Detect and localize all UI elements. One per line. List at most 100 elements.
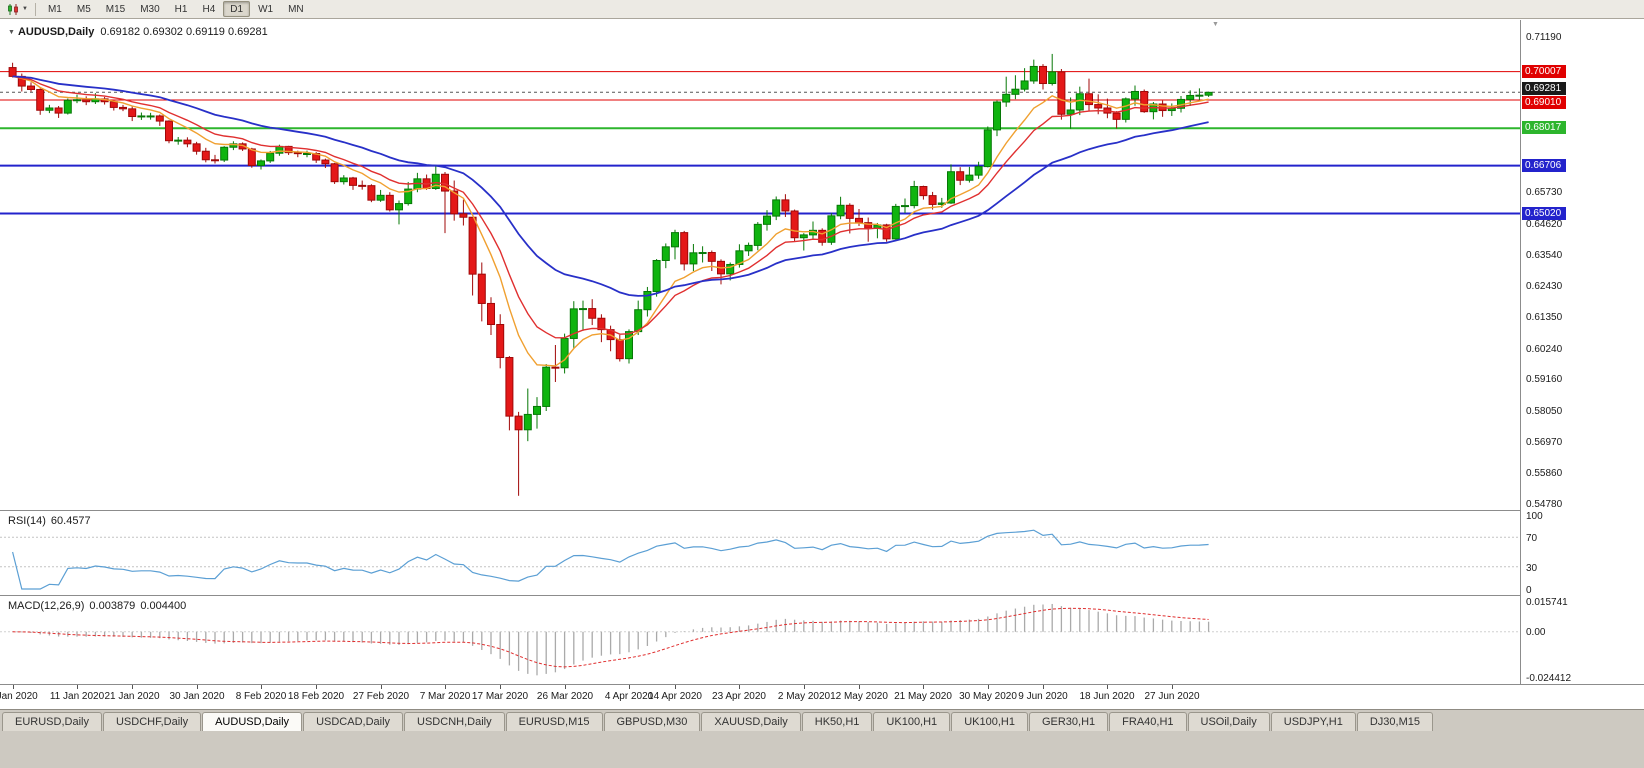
candle-body: [1075, 93, 1084, 111]
time-axis-label: 26 Mar 2020: [536, 691, 594, 702]
candle-body: [487, 302, 495, 326]
macd-pane-canvas[interactable]: [0, 596, 1520, 684]
candle-body: [477, 273, 486, 304]
candle-body: [257, 160, 265, 166]
chart-tab-uk100-h1[interactable]: UK100,H1: [951, 712, 1028, 731]
timeframe-button-w1[interactable]: W1: [258, 4, 274, 15]
candle-body: [505, 357, 514, 417]
chart-tab-gbpusd-m30[interactable]: GBPUSD,M30: [603, 712, 701, 731]
candle-body: [744, 244, 753, 252]
time-axis-tick: [1172, 685, 1173, 689]
candle-body: [247, 148, 256, 166]
candle-body: [661, 246, 670, 261]
macd-signal-line: [12, 607, 1209, 668]
candle-body: [818, 229, 827, 243]
price-axis-label: 0.71190: [1526, 31, 1562, 43]
chart-tab-usdcnh-daily[interactable]: USDCNH,Daily: [404, 712, 505, 731]
candle-body: [910, 186, 919, 207]
chart-tab-usdcad-daily[interactable]: USDCAD,Daily: [303, 712, 404, 731]
candle-body: [965, 174, 974, 181]
candle-body: [201, 150, 210, 161]
candle-body: [560, 337, 569, 369]
chart-tab-ger30-h1[interactable]: GER30,H1: [1028, 712, 1109, 731]
candle-body: [1057, 71, 1066, 115]
candle-body: [882, 224, 891, 240]
time-axis-label: 21 May 2020: [894, 691, 952, 702]
time-axis-label: 30 Jan 2020: [169, 691, 225, 702]
chart-tab-usoil-daily[interactable]: USOil,Daily: [1187, 712, 1270, 731]
candle-body: [339, 177, 348, 183]
chart-tab-usdjpy-h1[interactable]: USDJPY,H1: [1270, 712, 1356, 731]
time-axis-label: 11 Jan 2020: [49, 691, 105, 702]
candle-body: [579, 308, 587, 311]
timeframe-button-m30[interactable]: M30: [140, 4, 160, 15]
pane-splitter: [0, 684, 1644, 685]
candle-body: [321, 159, 330, 165]
main-chart-canvas[interactable]: [0, 20, 1520, 510]
chart-type-button[interactable]: ▼: [3, 1, 32, 18]
chart-tab-usdchf-daily[interactable]: USDCHF,Daily: [102, 712, 202, 731]
price-axis-label: 0.56970: [1526, 436, 1563, 448]
time-axis-label: 27 Jun 2020: [1144, 691, 1200, 702]
chart-tab-audusd-daily[interactable]: AUDUSD,Daily: [202, 712, 303, 731]
timeframe-button-m15[interactable]: M15: [105, 4, 126, 15]
timeframe-button-d1[interactable]: D1: [223, 1, 251, 17]
timeframe-button-h1[interactable]: H1: [174, 4, 188, 15]
price-badge: 0.70007: [1522, 64, 1566, 78]
candle-body: [1140, 90, 1149, 113]
pane-splitter[interactable]: [0, 510, 1644, 511]
time-axis-tick: [988, 685, 989, 689]
candle-body: [735, 250, 744, 265]
macd-main-value: 0.003879: [89, 600, 136, 612]
candle-body: [947, 171, 955, 204]
rsi-label: RSI(14): [8, 515, 46, 527]
chart-tab-dj30-m15[interactable]: DJ30,M15: [1356, 712, 1433, 731]
price-axis[interactable]: 0.71190 0.65730 0.64620 0.63540 0.62430 0.613…: [1520, 20, 1644, 684]
symbol-dropdown-icon[interactable]: ▼: [8, 29, 15, 36]
candle-body: [293, 152, 302, 155]
candle-body: [836, 204, 845, 217]
pane-splitter[interactable]: [0, 595, 1644, 596]
candle-body: [1039, 65, 1047, 85]
price-axis-label: 0.61350: [1526, 311, 1563, 323]
candlestick-chart-icon: [8, 3, 18, 15]
candle-body: [358, 184, 367, 187]
time-axis-tick: [629, 685, 630, 689]
chart-tab-uk100-h1[interactable]: UK100,H1: [873, 712, 951, 731]
candle-body: [431, 173, 440, 190]
timeframe-button-m5[interactable]: M5: [76, 4, 91, 15]
time-axis-label: 23 Apr 2020: [712, 691, 766, 702]
timeframe-button-m1[interactable]: M1: [47, 4, 62, 15]
timeframe-button-mn[interactable]: MN: [288, 4, 304, 15]
price-badge: 0.68017: [1522, 121, 1566, 135]
chart-tab-eurusd-daily[interactable]: EURUSD,Daily: [2, 712, 102, 731]
time-axis-tick: [739, 685, 740, 689]
timeframe-button-h4[interactable]: H4: [202, 4, 216, 15]
chart-tab-xauusd-daily[interactable]: XAUUSD,Daily: [701, 712, 801, 731]
candle-body: [395, 203, 403, 211]
candle-body: [974, 166, 983, 176]
chart-tab-eurusd-m15[interactable]: EURUSD,M15: [505, 712, 603, 731]
rsi-axis-label: 100: [1526, 511, 1543, 522]
candle-body: [468, 216, 477, 275]
chart-tab-fra40-h1[interactable]: FRA40,H1: [1109, 712, 1187, 731]
price-axis-label: 0.55860: [1526, 468, 1563, 480]
ohlc-values: 0.69182 0.69302 0.69119 0.69281: [100, 26, 268, 38]
candle-body: [82, 99, 91, 103]
macd-signal-value: 0.004400: [140, 600, 187, 612]
chart-tab-hk50-h1[interactable]: HK50,H1: [801, 712, 873, 731]
candle-body: [781, 199, 790, 212]
toolbar-separator: [34, 2, 36, 16]
time-axis-tick: [804, 685, 805, 689]
rsi-pane-canvas[interactable]: [0, 511, 1520, 595]
candle-body: [385, 194, 394, 211]
candle-body: [772, 199, 781, 217]
time-axis-tick: [13, 685, 14, 689]
time-axis-label: 18 Jun 2020: [1079, 691, 1135, 702]
candle-body: [1066, 109, 1075, 115]
chart-shift-icon[interactable]: ▼: [1212, 21, 1219, 28]
symbol-period-label: AUDUSD,Daily: [17, 26, 95, 38]
price-axis-label: 0.63540: [1526, 249, 1563, 261]
